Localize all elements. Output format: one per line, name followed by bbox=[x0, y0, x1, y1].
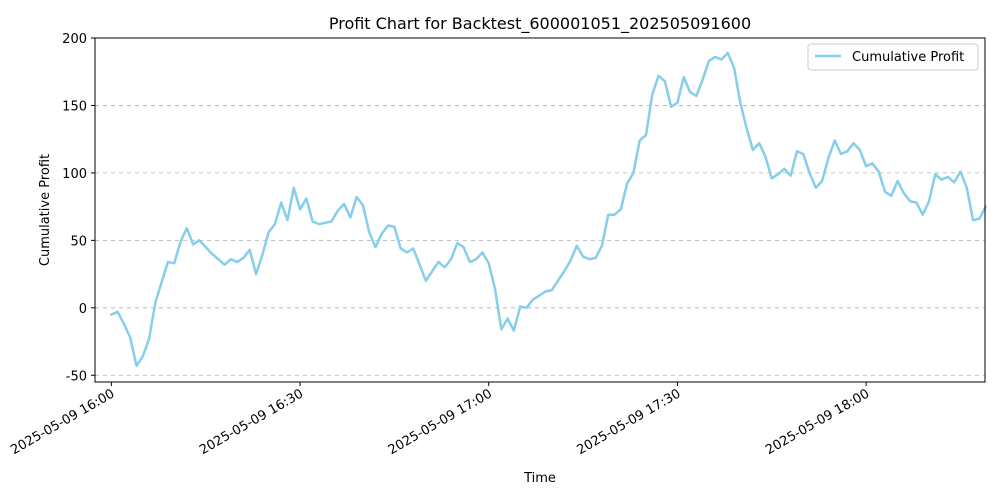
chart-title: Profit Chart for Backtest_600001051_2025… bbox=[329, 14, 751, 34]
x-tick-label: 2025-05-09 16:30 bbox=[197, 386, 306, 458]
plot-frame bbox=[94, 37, 986, 383]
y-tick-label: 150 bbox=[62, 99, 87, 114]
x-tick-label: 2025-05-09 17:00 bbox=[386, 386, 495, 458]
y-tick-label: 50 bbox=[70, 234, 87, 249]
y-tick-label: 0 bbox=[79, 302, 87, 317]
x-tick-label: 2025-05-09 18:00 bbox=[763, 386, 872, 458]
legend-box bbox=[807, 43, 979, 71]
x-tick-label: 2025-05-09 17:30 bbox=[574, 386, 683, 458]
y-axis-title: Cumulative Profit bbox=[38, 154, 53, 266]
y-grid bbox=[95, 37, 985, 376]
y-tick-label: -50 bbox=[66, 369, 87, 384]
legend-label-cumulative-profit: Cumulative Profit bbox=[852, 50, 964, 65]
legend: Cumulative Profit bbox=[807, 43, 979, 71]
x-tick-label: 2025-05-09 16:00 bbox=[8, 386, 117, 458]
x-axis-title: Time bbox=[523, 471, 556, 486]
series-line-cumulative-profit bbox=[110, 51, 987, 368]
y-tick-label: 200 bbox=[62, 32, 87, 47]
y-tick-label: 100 bbox=[62, 167, 87, 182]
axis-ticks: -50 0 50 100 150 200 2025-05-09 16:00 2025-05-0… bbox=[8, 32, 872, 458]
